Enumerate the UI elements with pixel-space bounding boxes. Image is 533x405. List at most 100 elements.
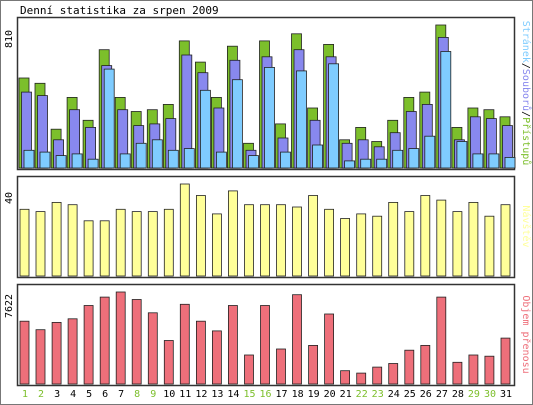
traffic-bar-traffic bbox=[115, 291, 126, 385]
hits-bar-files bbox=[312, 144, 324, 169]
visits-bar-visits bbox=[35, 211, 46, 277]
visits-bar-visits bbox=[179, 183, 190, 277]
x-tick-label: 18 bbox=[292, 389, 304, 400]
panels: 810 Stránek/Souborů/Přístupů 40 Návštěv 7622… bbox=[4, 16, 532, 387]
traffic-bar-traffic bbox=[452, 361, 463, 385]
x-tick-label: 4 bbox=[70, 389, 76, 400]
hits-legend-label: Stránek/Souborů/Přístupů bbox=[520, 21, 532, 166]
visits-bar-visits bbox=[67, 204, 78, 277]
hits-bar-files bbox=[344, 160, 356, 169]
x-tick-label: 15 bbox=[243, 389, 255, 400]
hits-bar-files bbox=[296, 70, 307, 169]
traffic-bar-traffic bbox=[195, 320, 206, 385]
x-tick-label: 19 bbox=[308, 389, 320, 400]
traffic-bar-traffic bbox=[244, 354, 254, 385]
visits-bar-visits bbox=[404, 211, 415, 277]
visits-bar-visits bbox=[372, 215, 383, 277]
visits-bar-visits bbox=[436, 199, 447, 277]
hits-bar-files bbox=[23, 149, 35, 169]
visits-legend-part: Návštěv bbox=[520, 205, 532, 247]
visits-bar-visits bbox=[211, 213, 222, 277]
x-tick-label: 14 bbox=[227, 389, 239, 400]
traffic-bar-traffic bbox=[179, 303, 190, 385]
hits-bar-files bbox=[119, 153, 131, 169]
x-tick-label: 31 bbox=[500, 389, 512, 400]
x-tick-label: 26 bbox=[420, 389, 432, 400]
traffic-bar-traffic bbox=[147, 312, 158, 385]
hits-bar-files bbox=[424, 135, 436, 169]
visits-bar-visits bbox=[324, 208, 335, 277]
hits-bar-files bbox=[215, 151, 227, 169]
visits-bar-visits bbox=[19, 208, 30, 277]
hits-bar-files bbox=[183, 148, 195, 169]
x-tick-label: 30 bbox=[484, 389, 496, 400]
visits-bar-visits bbox=[227, 190, 238, 277]
traffic-bar-traffic bbox=[99, 296, 110, 385]
hits-bar-files bbox=[328, 63, 340, 169]
visits-bar-visits bbox=[308, 195, 319, 277]
visits-bar-visits bbox=[484, 215, 495, 277]
x-tick-label: 5 bbox=[86, 389, 92, 400]
visits-bar-visits bbox=[420, 195, 431, 277]
hits-bar-files bbox=[199, 89, 211, 169]
x-tick-label: 9 bbox=[150, 389, 156, 400]
hits-panel: 810 Stránek/Souborů/Přístupů bbox=[4, 16, 532, 171]
visits-bar-visits bbox=[147, 211, 158, 277]
x-tick-label: 20 bbox=[324, 389, 336, 400]
visits-bar-visits bbox=[115, 208, 126, 277]
traffic-max-tick-label: 7622 bbox=[4, 294, 15, 318]
traffic-bar-traffic bbox=[83, 305, 94, 385]
visits-bar-visits bbox=[260, 204, 270, 277]
traffic-bar-traffic bbox=[484, 355, 495, 385]
x-tick-label: 23 bbox=[372, 389, 384, 400]
x-tick-label: 29 bbox=[468, 389, 480, 400]
x-tick-label: 12 bbox=[195, 389, 207, 400]
x-tick-label: 11 bbox=[179, 389, 191, 400]
hits-legend-part: Přístupů bbox=[520, 117, 532, 165]
traffic-bar-traffic bbox=[67, 318, 78, 385]
x-tick-label: 16 bbox=[259, 389, 271, 400]
visits-bar-visits bbox=[356, 213, 367, 277]
visits-panel: 40 Návštěv bbox=[4, 175, 532, 279]
hits-bar-files bbox=[103, 68, 115, 169]
x-tick-label: 17 bbox=[275, 389, 287, 400]
visits-bar-visits bbox=[163, 208, 174, 277]
traffic-bar-traffic bbox=[500, 337, 511, 385]
hits-bar-files bbox=[504, 156, 516, 169]
hits-legend-part: Souborů bbox=[520, 69, 532, 111]
hits-bar-files bbox=[440, 51, 452, 169]
traffic-bar-traffic bbox=[340, 370, 351, 385]
hits-bar-files bbox=[39, 151, 51, 169]
x-tick-label: 28 bbox=[452, 389, 464, 400]
x-tick-label: 25 bbox=[404, 389, 416, 400]
visits-bar-visits bbox=[500, 204, 511, 277]
visits-bar-visits bbox=[468, 201, 479, 277]
chart-title: Denní statistika za srpen 2009 bbox=[20, 4, 219, 17]
traffic-bar-traffic bbox=[372, 366, 383, 385]
traffic-bar-traffic bbox=[227, 305, 238, 385]
hits-bar-files bbox=[248, 155, 259, 169]
hits-bar-files bbox=[231, 79, 243, 169]
traffic-bar-traffic bbox=[436, 296, 447, 385]
traffic-bar-traffic bbox=[19, 320, 30, 385]
hits-legend-part: / bbox=[520, 111, 531, 117]
hits-bar-files bbox=[167, 149, 179, 169]
traffic-panel: 7622 Objem přenosu bbox=[4, 283, 532, 387]
hits-bar-files bbox=[392, 149, 404, 169]
hits-bar-files bbox=[280, 151, 291, 169]
traffic-bar-traffic bbox=[420, 344, 431, 385]
traffic-bar-traffic bbox=[388, 363, 399, 385]
x-tick-label: 3 bbox=[54, 389, 60, 400]
hits-bar-files bbox=[151, 139, 163, 169]
traffic-bar-traffic bbox=[276, 348, 286, 385]
visits-max-tick-label: 40 bbox=[4, 192, 15, 204]
hits-bar-files bbox=[472, 153, 484, 169]
visits-bar-visits bbox=[244, 204, 254, 277]
traffic-bar-traffic bbox=[404, 349, 415, 385]
x-axis-day-labels: 1 2 3 4 5 6 7 8 9 10 11 12 13 14 15 16 17 18 19 20 21 22 23 24 2… bbox=[22, 389, 512, 400]
hits-bar-files bbox=[264, 67, 275, 169]
hits-bar-files bbox=[360, 158, 372, 169]
traffic-bar-traffic bbox=[308, 344, 319, 385]
hits-bar-files bbox=[376, 158, 388, 169]
